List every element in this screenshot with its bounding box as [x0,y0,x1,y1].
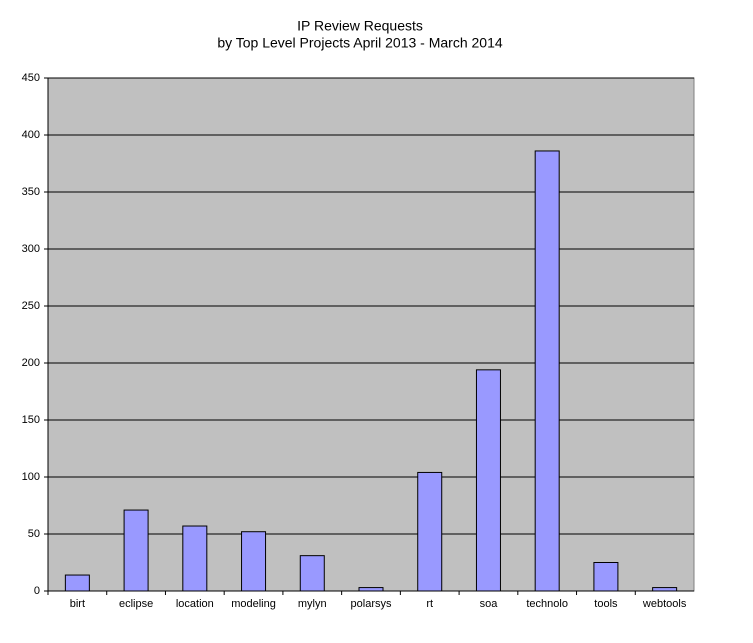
bar [182,525,208,592]
x-tick-label: soa [480,598,499,610]
y-tick-label: 450 [22,72,40,84]
bar [534,150,560,592]
x-tick-label: webtools [642,598,687,610]
bar [241,531,267,592]
x-tick-label: rt [426,598,433,610]
x-tick-label: location [176,598,214,610]
bar [593,562,619,592]
y-tick-label: 0 [34,585,40,597]
y-tick-label: 100 [22,471,40,483]
bar [417,471,443,592]
bar [358,587,384,592]
plot-area [47,77,695,592]
y-tick-label: 250 [22,300,40,312]
bar [652,587,678,592]
y-tick-label: 50 [28,528,40,540]
bar [123,509,149,592]
bar [64,574,90,592]
x-tick-label: technolo [526,598,568,610]
x-tick-label: eclipse [119,598,153,610]
x-tick-label: birt [70,598,85,610]
x-tick-label: mylyn [298,598,327,610]
chart-subtitle: by Top Level Projects April 2013 - March… [217,35,503,51]
x-tick-label: modeling [231,598,276,610]
y-tick-label: 200 [22,357,40,369]
x-tick-label: polarsys [351,598,392,610]
y-tick-label: 300 [22,243,40,255]
x-tick-label: tools [594,598,618,610]
y-tick-label: 150 [22,414,40,426]
bar [299,555,325,592]
y-tick-label: 400 [22,129,40,141]
y-tick-label: 350 [22,186,40,198]
chart-title: IP Review Requests [297,18,423,34]
bar [475,369,501,592]
